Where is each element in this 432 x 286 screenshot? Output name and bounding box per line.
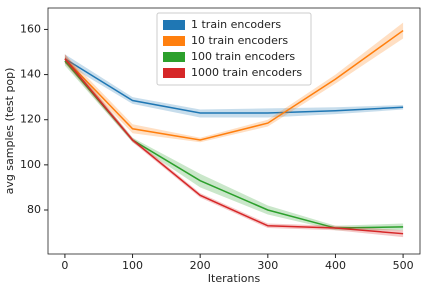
legend-swatch bbox=[163, 68, 185, 78]
x-axis-label: Iterations bbox=[208, 272, 261, 285]
x-tick-label: 200 bbox=[190, 259, 211, 272]
legend-box bbox=[156, 12, 312, 86]
legend-swatch bbox=[163, 52, 185, 62]
confidence-band bbox=[64, 54, 404, 118]
confidence-band bbox=[64, 22, 404, 143]
y-tick-label: 120 bbox=[20, 113, 41, 126]
series-line bbox=[64, 58, 404, 235]
series-line bbox=[64, 29, 404, 141]
legend-swatch bbox=[163, 36, 185, 46]
legend-swatch bbox=[163, 20, 185, 30]
plot-frame bbox=[47, 7, 421, 255]
y-tick-label: 100 bbox=[20, 158, 41, 171]
legend-label: 100 train encoders bbox=[191, 50, 295, 63]
legend-label: 10 train encoders bbox=[191, 34, 288, 47]
y-tick-label: 160 bbox=[20, 22, 41, 35]
legend-label: 1000 train encoders bbox=[191, 66, 302, 79]
y-axis-label: avg samples (test pop) bbox=[3, 68, 16, 195]
series-line bbox=[64, 58, 404, 114]
legend: 1 train encoders 10 train encoders 100 tra… bbox=[156, 12, 312, 86]
legend-label: 1 train encoders bbox=[191, 18, 281, 31]
x-tick-label: 500 bbox=[393, 259, 414, 272]
y-tick-label: 80 bbox=[27, 203, 41, 216]
x-tick-label: 0 bbox=[61, 259, 68, 272]
x-tick-label: 300 bbox=[257, 259, 278, 272]
y-tick-label: 140 bbox=[20, 68, 41, 81]
x-tick-label: 100 bbox=[122, 259, 143, 272]
x-tick-label: 400 bbox=[325, 259, 346, 272]
series-line bbox=[64, 60, 404, 229]
